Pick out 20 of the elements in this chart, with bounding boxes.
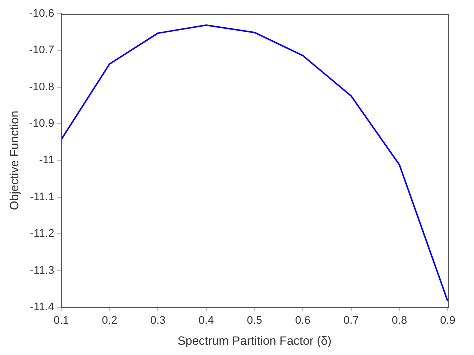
x-tick-label: 0.2 xyxy=(102,315,118,328)
y-tick-label: -10.9 xyxy=(29,118,54,130)
y-axis-title: Objective Function xyxy=(8,111,22,210)
y-tick-label: -11.4 xyxy=(30,301,54,314)
x-tick-label: 0.9 xyxy=(440,315,456,328)
x-tick-label: 0.5 xyxy=(247,315,262,328)
x-tick-label: 0.1 xyxy=(54,315,70,328)
y-tick-label: -11.3 xyxy=(30,264,54,277)
y-tick-label: -11 xyxy=(39,154,54,167)
x-axis-title: Spectrum Partition Factor (δ) xyxy=(178,334,332,348)
y-tick-label: -11.2 xyxy=(30,228,54,240)
y-tick-label: -10.8 xyxy=(29,81,54,94)
x-tick-label: 0.7 xyxy=(344,315,360,328)
x-tick-label: 0.3 xyxy=(150,315,166,328)
y-tick-label: -10.7 xyxy=(29,44,54,57)
x-tick-label: 0.4 xyxy=(198,315,214,328)
x-tick-label: 0.6 xyxy=(295,315,311,328)
y-tick-label: -10.6 xyxy=(29,8,54,20)
y-tick-label: -11.1 xyxy=(30,191,54,204)
x-tick-label: 0.8 xyxy=(392,315,408,328)
